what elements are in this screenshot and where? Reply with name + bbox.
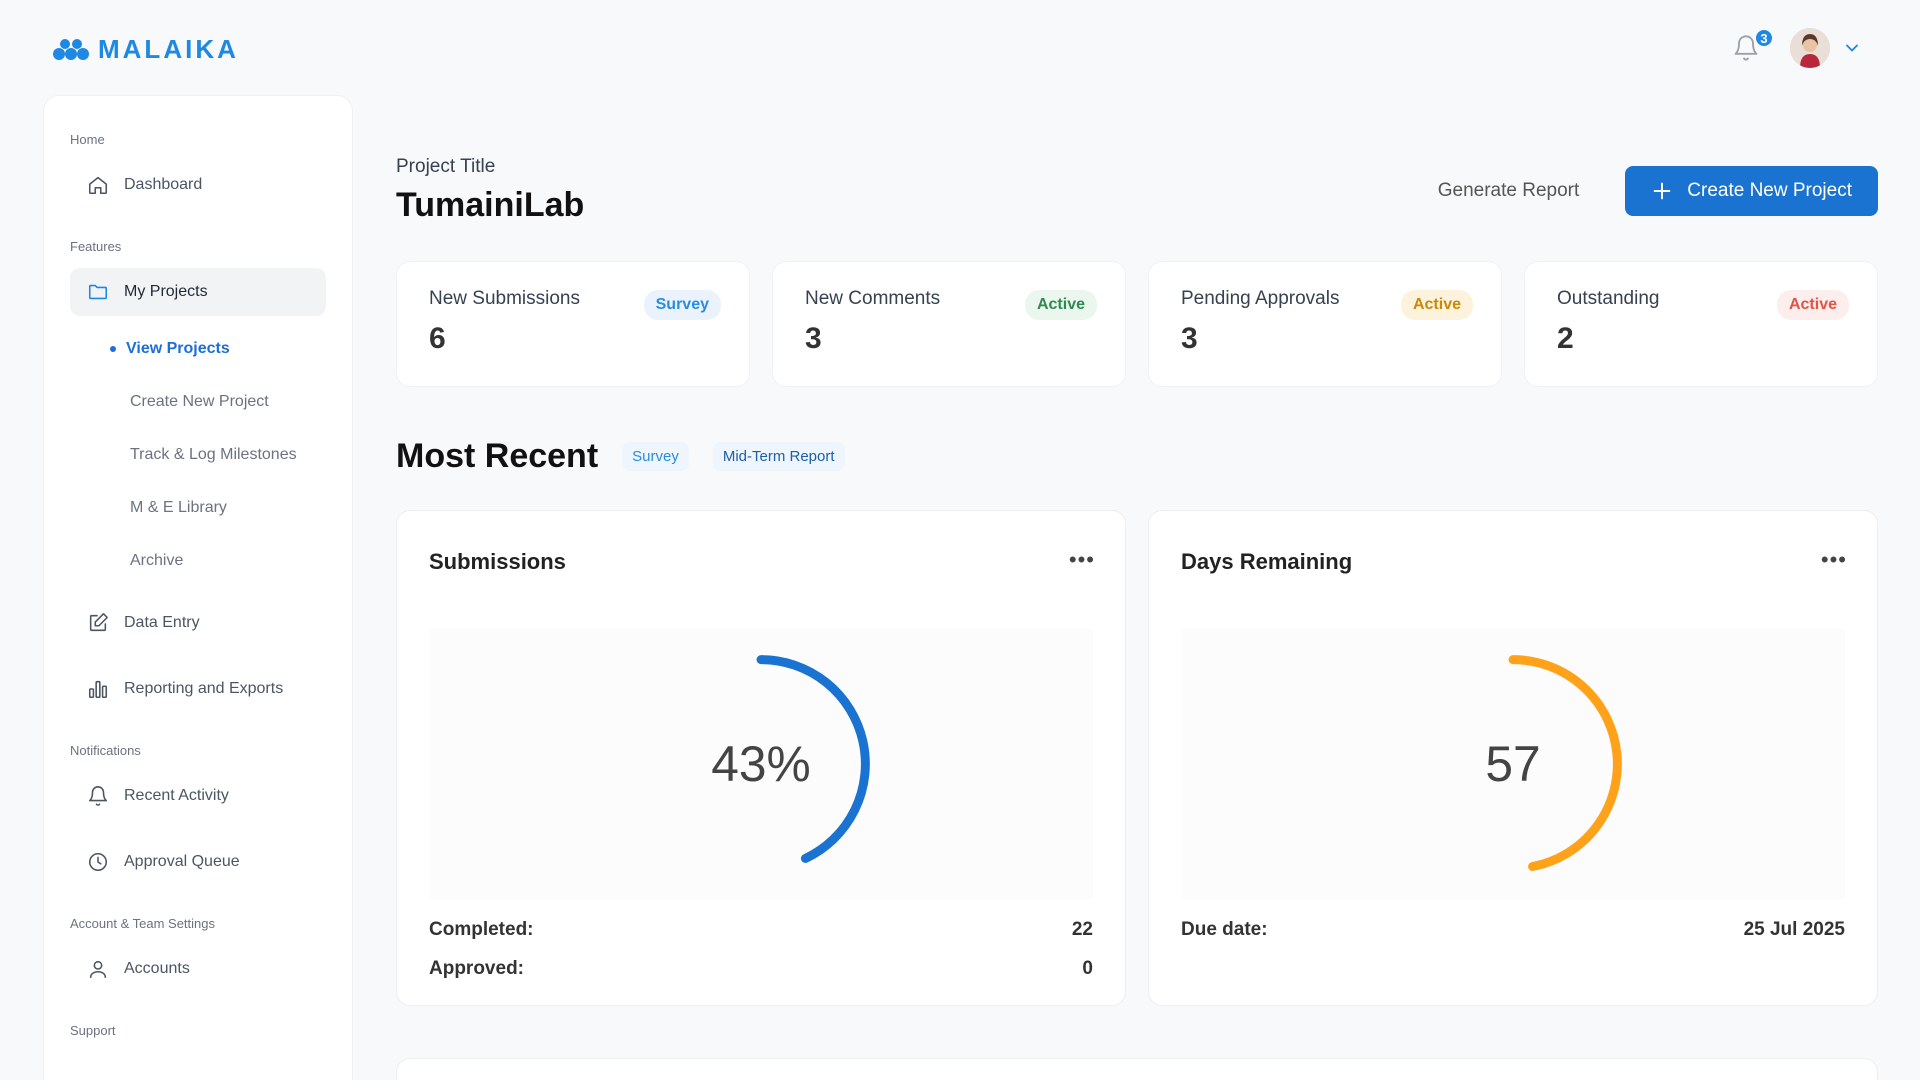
due-date-row: Due date: 25 Jul 2025: [1181, 919, 1845, 941]
stat-card-outstanding[interactable]: Outstanding 2 Active: [1524, 261, 1878, 387]
bell-icon: [1734, 35, 1758, 61]
completed-row: Completed: 22: [429, 919, 1093, 941]
stat-label: Outstanding: [1557, 288, 1660, 309]
tag-survey[interactable]: Survey: [622, 442, 689, 471]
sidebar-item-label: Accounts: [124, 960, 190, 977]
section-title-account: Account & Team Settings: [70, 916, 216, 931]
stat-card-new-comments[interactable]: New Comments 3 Active: [772, 261, 1126, 387]
stat-label: New Submissions: [429, 288, 580, 309]
stat-label: New Comments: [805, 288, 941, 309]
section-title-notifications: Notifications: [70, 743, 141, 758]
stat-label: Pending Approvals: [1181, 288, 1340, 309]
due-date-label: Due date:: [1181, 919, 1268, 940]
most-recent-heading: Most Recent: [396, 437, 599, 475]
sidebar-subitem-track-milestones[interactable]: Track & Log Milestones: [130, 445, 297, 463]
sidebar-item-label: Approval Queue: [124, 853, 240, 870]
stat-value: 3: [1181, 322, 1198, 355]
tag-mid-term-report[interactable]: Mid-Term Report: [712, 442, 845, 471]
days-remaining-arc: [1508, 655, 1622, 871]
approved-row: Approved: 0: [429, 958, 1093, 980]
more-horizontal-icon[interactable]: •••: [1068, 547, 1095, 572]
bar-chart-icon: [86, 677, 110, 701]
status-badge: Active: [1776, 290, 1849, 320]
section-title-support: Support: [70, 1023, 116, 1038]
edit-icon: [86, 611, 110, 635]
project-title-label: Project Title: [396, 156, 496, 177]
project-name: TumainiLab: [396, 186, 585, 224]
sidebar-item-label: My Projects: [124, 283, 208, 300]
sidebar-item-data-entry[interactable]: Data Entry: [70, 599, 326, 647]
due-date-value: 25 Jul 2025: [1743, 919, 1845, 940]
stat-value: 3: [805, 322, 822, 355]
stat-value: 2: [1557, 322, 1574, 355]
bell-outline-icon: [86, 784, 110, 808]
sidebar-subitem-library[interactable]: M & E Library: [130, 498, 227, 516]
main-content: Project Title TumainiLab Generate Report…: [396, 150, 1878, 1006]
submissions-percent-label: 43%: [711, 736, 810, 792]
approved-label: Approved:: [429, 958, 524, 979]
status-badge: Active: [1400, 290, 1473, 320]
avatar: [1790, 28, 1830, 68]
create-button-label: Create New Project: [1687, 180, 1852, 201]
active-dot: [110, 345, 116, 352]
app-logo[interactable]: MALAIKA: [52, 34, 239, 65]
days-remaining-value: 57: [1485, 736, 1540, 792]
sidebar-subitem-archive[interactable]: Archive: [130, 551, 184, 569]
generate-report-button[interactable]: Generate Report: [1437, 180, 1580, 201]
folder-icon: [86, 280, 110, 304]
sidebar-item-accounts[interactable]: Accounts: [70, 945, 326, 993]
sidebar-item-label: Dashboard: [124, 176, 203, 193]
section-title-home: Home: [70, 132, 105, 147]
sidebar: Home Dashboard Features My Projects View…: [43, 95, 353, 1080]
days-remaining-card: Days Remaining ••• 57 Due date: 25 Jul 2…: [1148, 510, 1878, 1006]
malaika-logo-icon: [53, 38, 89, 60]
create-new-project-button[interactable]: Create New Project: [1625, 166, 1878, 216]
notifications-button[interactable]: 3: [1732, 28, 1774, 62]
days-remaining-chart: 57: [1181, 629, 1845, 899]
app-name: MALAIKA: [98, 34, 239, 64]
sidebar-item-label: Recent Activity: [124, 787, 229, 804]
sidebar-item-reporting[interactable]: Reporting and Exports: [70, 665, 326, 713]
next-section-card: [396, 1058, 1878, 1080]
sidebar-item-recent-activity[interactable]: Recent Activity: [70, 772, 326, 820]
home-icon: [86, 173, 110, 197]
sidebar-item-label: Reporting and Exports: [124, 680, 284, 697]
sidebar-item-dashboard[interactable]: Dashboard: [70, 161, 326, 209]
plus-icon: [1653, 182, 1671, 200]
completed-value: 22: [1071, 919, 1093, 940]
chevron-down-icon: [1846, 44, 1858, 52]
user-icon: [86, 957, 110, 981]
submissions-title: Submissions: [429, 549, 566, 574]
sidebar-subitem-create-project[interactable]: Create New Project: [130, 392, 269, 410]
status-badge: Survey: [643, 290, 721, 320]
sidebar-item-label: Data Entry: [124, 614, 200, 631]
clock-icon: [86, 850, 110, 874]
section-title-features: Features: [70, 239, 122, 254]
submissions-progress-arc: [756, 655, 870, 863]
submissions-chart: 43%: [429, 629, 1093, 899]
sidebar-item-my-projects[interactable]: My Projects: [70, 268, 326, 316]
sidebar-subitem-label: View Projects: [126, 339, 230, 357]
more-horizontal-icon[interactable]: •••: [1820, 547, 1847, 572]
completed-label: Completed:: [429, 919, 534, 940]
approved-value: 0: [1082, 958, 1093, 979]
profile-menu[interactable]: [1790, 28, 1862, 68]
sidebar-item-approval-queue[interactable]: Approval Queue: [70, 838, 326, 886]
status-badge: Active: [1024, 290, 1097, 320]
stat-card-pending-approvals[interactable]: Pending Approvals 3 Active: [1148, 261, 1502, 387]
stat-value: 6: [429, 322, 446, 355]
submissions-card: Submissions ••• 43% Completed: 22 Approv…: [396, 510, 1126, 1006]
notification-count-badge: 3: [1754, 28, 1774, 48]
stat-card-new-submissions[interactable]: New Submissions 6 Survey: [396, 261, 750, 387]
sidebar-subitem-view-projects[interactable]: View Projects: [70, 322, 326, 375]
days-remaining-title: Days Remaining: [1181, 549, 1353, 574]
